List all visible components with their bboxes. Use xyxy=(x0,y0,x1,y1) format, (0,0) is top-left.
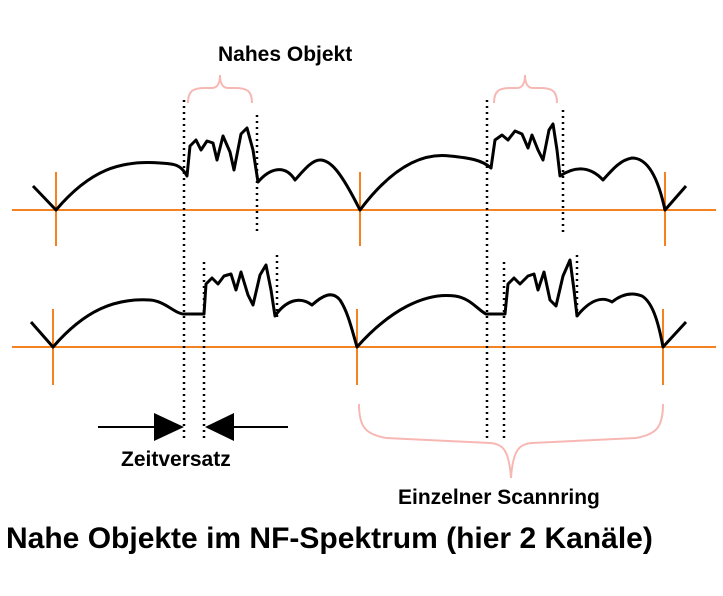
channel-2-signal xyxy=(29,258,688,349)
scan-ring-label: Einzelner Scannring xyxy=(398,486,600,509)
dotted-guides xyxy=(182,100,579,440)
near-object-brace-2 xyxy=(493,74,558,104)
time-offset-label: Zeitversatz xyxy=(121,448,231,471)
time-offset-arrows xyxy=(98,413,288,441)
near-object-brace-1 xyxy=(187,74,253,104)
channel-1-signal xyxy=(31,122,688,212)
near-object-label: Nahes Objekt xyxy=(218,43,353,66)
scan-ring-brace xyxy=(358,403,664,479)
diagram-title: Nahe Objekte im NF-Spektrum (hier 2 Kanä… xyxy=(6,522,653,555)
